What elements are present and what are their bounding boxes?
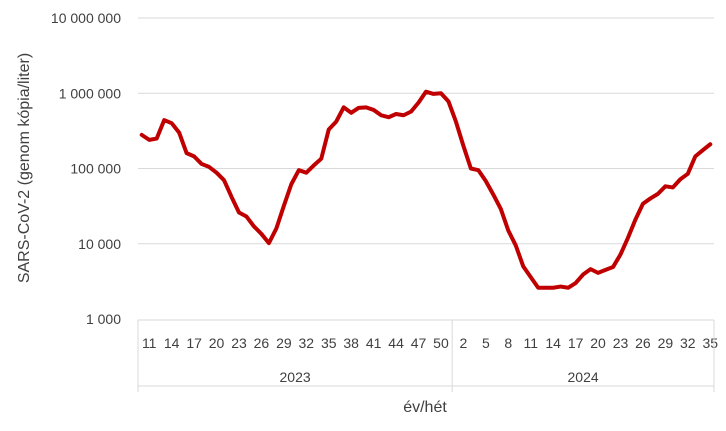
x-tick-label: 47 <box>411 335 427 351</box>
x-tick-label: 20 <box>209 335 225 351</box>
x-tick-label: 2 <box>460 335 468 351</box>
y-tick-label: 10 000 <box>78 236 121 252</box>
x-axis-title: év/hét <box>403 399 447 416</box>
x-tick-label: 5 <box>482 335 490 351</box>
x-tick-label: 11 <box>142 335 157 351</box>
x-tick-label: 44 <box>388 335 404 351</box>
x-tick-label: 35 <box>702 335 718 351</box>
y-axis-ticks: 1 000 10 000 100 000 1 000 000 10 000 000 <box>51 10 121 327</box>
x-tick-label: 8 <box>504 335 512 351</box>
x-tick-label: 41 <box>366 335 382 351</box>
x-tick-label: 17 <box>186 335 202 351</box>
x-tick-label: 26 <box>635 335 651 351</box>
x-tick-label: 32 <box>299 335 315 351</box>
x-tick-label: 38 <box>343 335 359 351</box>
x-tick-label: 20 <box>590 335 606 351</box>
x-tick-label: 14 <box>545 335 561 351</box>
x-tick-label: 35 <box>321 335 337 351</box>
y-tick-label: 1 000 <box>86 311 121 327</box>
x-tick-label: 26 <box>254 335 270 351</box>
x-tick-label: 32 <box>680 335 696 351</box>
y-axis-title: SARS-CoV-2 (genom kópia/liter) <box>16 53 33 283</box>
y-tick-label: 1 000 000 <box>59 85 121 101</box>
x-tick-label: 11 <box>523 335 538 351</box>
gridlines <box>138 17 714 245</box>
year-label: 2023 <box>280 369 311 385</box>
x-tick-label: 23 <box>231 335 247 351</box>
x-tick-label: 29 <box>658 335 674 351</box>
series-line <box>139 89 713 290</box>
x-tick-label: 14 <box>164 335 180 351</box>
x-tick-label: 17 <box>568 335 584 351</box>
year-label: 2024 <box>568 369 599 385</box>
x-tick-label: 23 <box>613 335 629 351</box>
x-tick-label: 50 <box>433 335 449 351</box>
x-tick-label: 29 <box>276 335 292 351</box>
y-tick-label: 10 000 000 <box>51 10 121 26</box>
y-tick-label: 100 000 <box>70 161 121 177</box>
